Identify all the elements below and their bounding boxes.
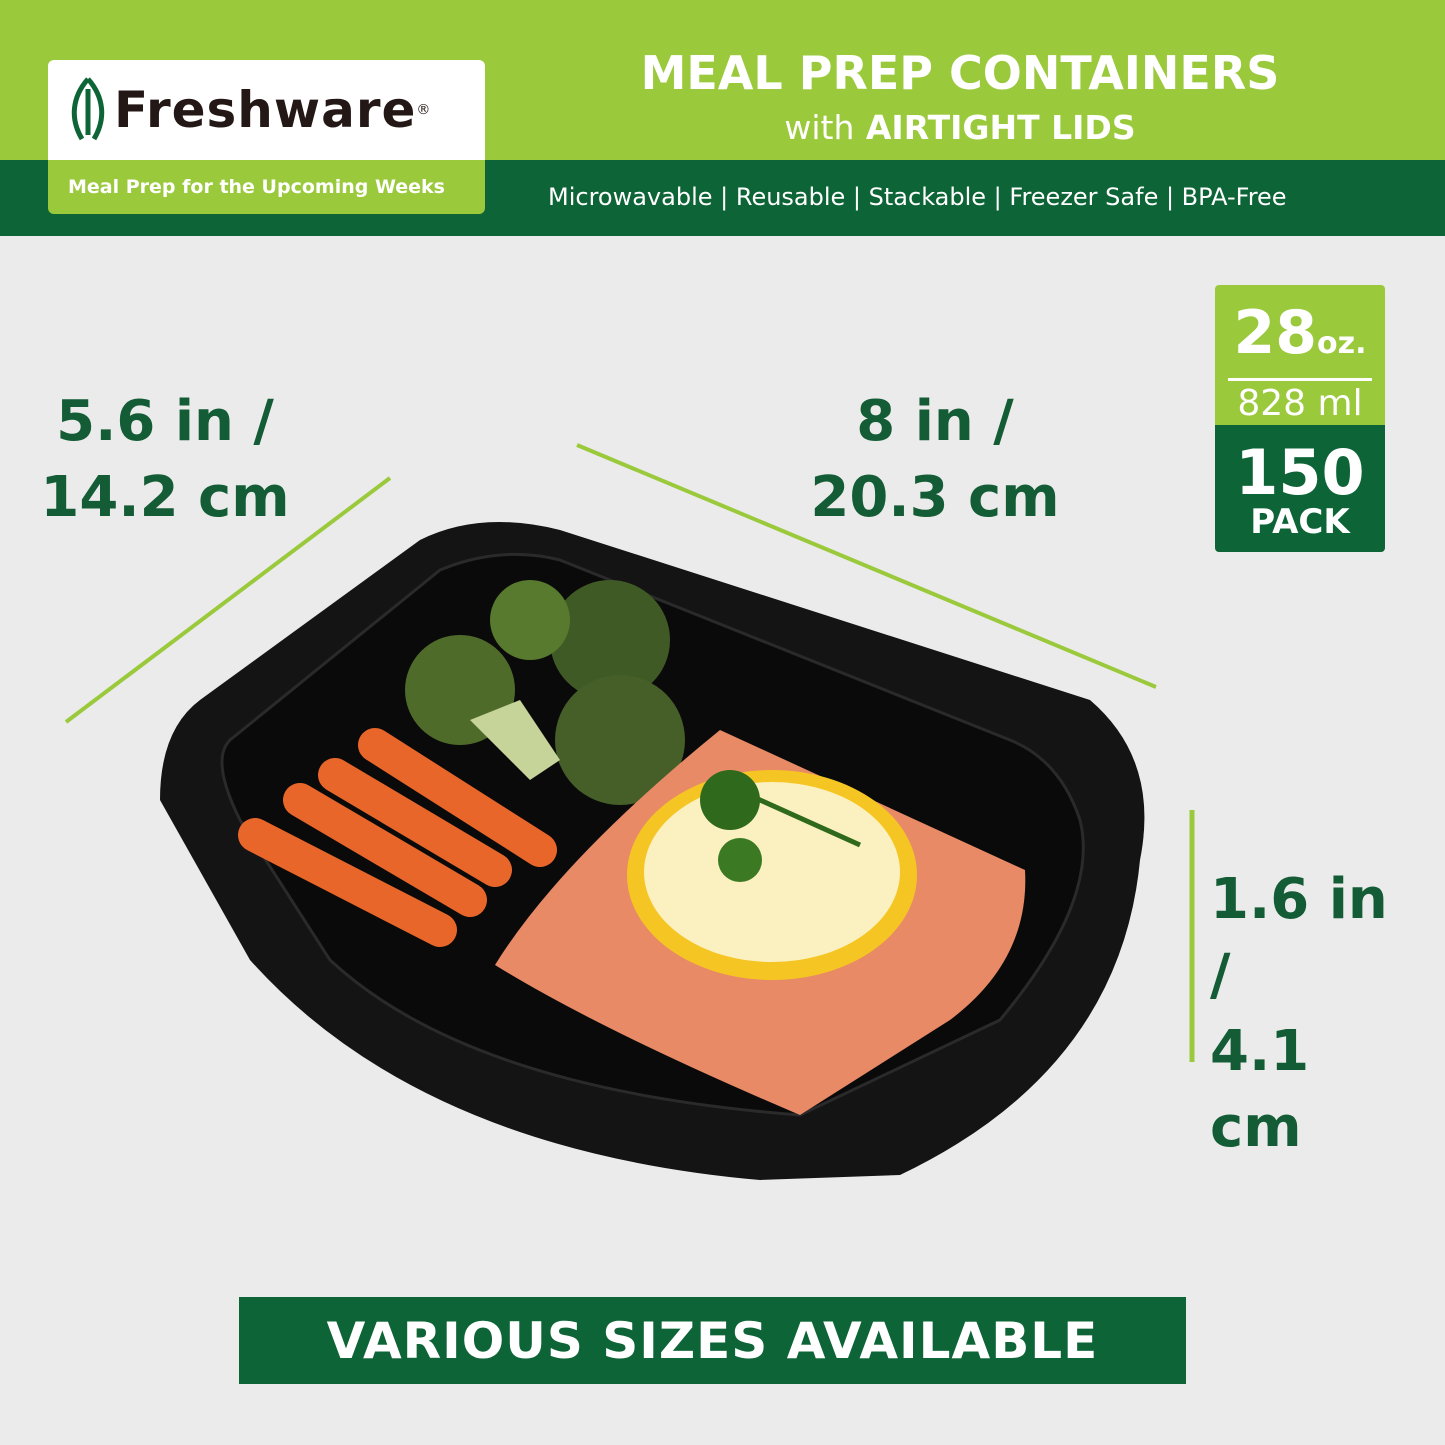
capacity-metric: 828 ml: [1237, 383, 1363, 424]
height-imperial: 1.6 in /: [1210, 867, 1388, 1008]
broccoli: [405, 580, 685, 805]
subtitle-bold: AIRTIGHT LIDS: [865, 108, 1136, 147]
registered-mark: ®: [416, 102, 431, 118]
brand-tagline: Meal Prep for the Upcoming Weeks: [48, 160, 485, 214]
height-metric: 4.1 cm: [1210, 1019, 1310, 1160]
length-line: [576, 443, 1157, 689]
width-line: [64, 476, 392, 724]
lemon: [627, 770, 917, 980]
sizes-banner: VARIOUS SIZES AVAILABLE: [239, 1297, 1186, 1384]
capacity-unit: oz.: [1317, 326, 1367, 361]
height-dimension: 1.6 in / 4.1 cm: [1210, 862, 1420, 1166]
width-metric: 14.2 cm: [40, 465, 290, 530]
subtitle-prefix: with: [784, 108, 855, 147]
pack-label: PACK: [1250, 502, 1350, 542]
brand-name: Freshware: [114, 81, 417, 139]
leaf-icon: [71, 77, 105, 141]
feature-list: Microwavable | Reusable | Stackable | Fr…: [548, 183, 1287, 211]
page-subtitle: with AIRTIGHT LIDS: [520, 108, 1400, 147]
page-title: MEAL PREP CONTAINERS: [640, 46, 1280, 100]
length-metric: 20.3 cm: [810, 465, 1060, 530]
brand-logo: Freshware ® Meal Prep for the Upcoming We…: [48, 60, 485, 214]
length-dimension: 8 in / 20.3 cm: [800, 384, 1070, 536]
capacity-pack-badge: 28oz. 828 ml 150 PACK: [1215, 285, 1385, 552]
length-imperial: 8 in /: [856, 389, 1014, 454]
carrots: [238, 728, 557, 947]
width-imperial: 5.6 in /: [56, 389, 274, 454]
width-dimension: 5.6 in / 14.2 cm: [40, 384, 290, 536]
pack-count: 150: [1235, 436, 1365, 509]
capacity-value: 28: [1233, 298, 1318, 368]
